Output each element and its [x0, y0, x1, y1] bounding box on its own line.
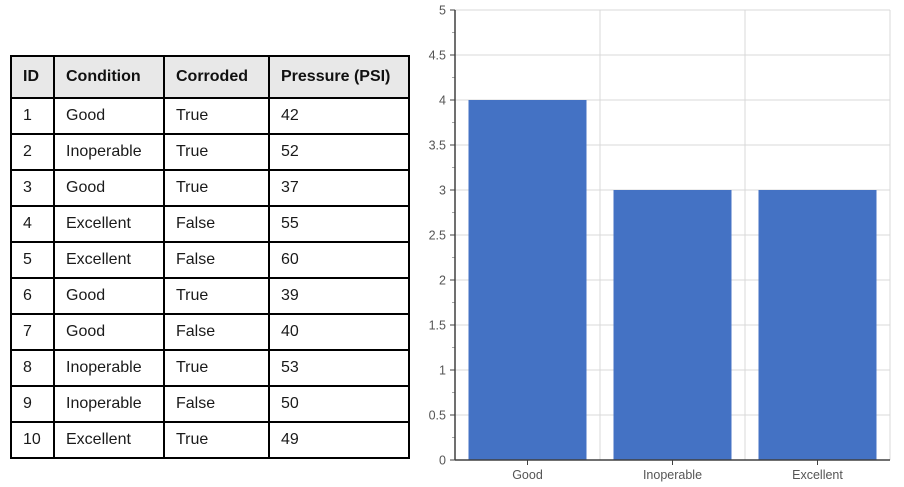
table-cell: 53	[268, 349, 410, 387]
table-row: 1 Good True 42	[10, 97, 410, 135]
pipe-data-table: ID Condition Corroded Pressure (PSI) 1 Good T…	[10, 55, 410, 459]
table-cell: 7	[10, 313, 55, 351]
y-axis-tick-label: 1.5	[429, 319, 446, 333]
table-row: 3 Good True 37	[10, 169, 410, 207]
table-cell: Excellent	[53, 421, 165, 459]
y-axis-tick-label: 2	[439, 274, 446, 288]
bar-inoperable	[613, 190, 732, 460]
table-header-row: ID Condition Corroded Pressure (PSI)	[10, 55, 410, 99]
column-header: ID	[10, 55, 55, 99]
table-cell: 37	[268, 169, 410, 207]
table-cell: 9	[10, 385, 55, 423]
column-header: Condition	[53, 55, 165, 99]
table-row: 8 Inoperable True 53	[10, 349, 410, 387]
table-cell: 1	[10, 97, 55, 135]
y-axis-tick-label: 2.5	[429, 229, 446, 243]
table-row: 5 Excellent False 60	[10, 241, 410, 279]
table-cell: False	[163, 205, 270, 243]
x-axis-tick-label: Inoperable	[643, 468, 702, 482]
table-cell: True	[163, 133, 270, 171]
bar-excellent	[758, 190, 877, 460]
table-cell: 6	[10, 277, 55, 315]
table-cell: Excellent	[53, 205, 165, 243]
table-cell: Excellent	[53, 241, 165, 279]
table-cell: Good	[53, 169, 165, 207]
y-axis-tick-label: 0	[439, 454, 446, 468]
table-cell: True	[163, 421, 270, 459]
bar-chart-svg: 5 4.5 4 3.5 3 2.5 2 1.5 1 0.5 0 Good Inoperable Excel…	[429, 4, 891, 482]
table-cell: True	[163, 349, 270, 387]
y-axis-tick-label: 0.5	[429, 409, 446, 423]
table-cell: Inoperable	[53, 133, 165, 171]
table-cell: 39	[268, 277, 410, 315]
table-cell: True	[163, 97, 270, 135]
condition-count-bar-chart: 5 4.5 4 3.5 3 2.5 2 1.5 1 0.5 0 Good Inoperable Excel…	[420, 0, 904, 487]
y-axis-tick-label: 3.5	[429, 139, 446, 153]
table-cell: False	[163, 313, 270, 351]
table-cell: 52	[268, 133, 410, 171]
table-cell: 4	[10, 205, 55, 243]
table-cell: False	[163, 241, 270, 279]
table-cell: True	[163, 277, 270, 315]
table-cell: 3	[10, 169, 55, 207]
table-cell: 2	[10, 133, 55, 171]
table-cell: 50	[268, 385, 410, 423]
bar-good	[468, 100, 587, 460]
y-axis-tick-label: 5	[439, 4, 446, 18]
table-cell: 40	[268, 313, 410, 351]
table-cell: True	[163, 169, 270, 207]
table-row: 7 Good False 40	[10, 313, 410, 351]
column-header: Corroded	[163, 55, 270, 99]
table-cell: 10	[10, 421, 55, 459]
table-cell: 8	[10, 349, 55, 387]
table-cell: 42	[268, 97, 410, 135]
table-row: 10 Excellent True 49	[10, 421, 410, 459]
x-axis-tick-label: Good	[512, 468, 543, 482]
table-cell: Inoperable	[53, 349, 165, 387]
table-cell: False	[163, 385, 270, 423]
table-cell: Good	[53, 313, 165, 351]
x-axis-tick-label: Excellent	[792, 468, 843, 482]
table-cell: 55	[268, 205, 410, 243]
table-cell: 60	[268, 241, 410, 279]
table-cell: Inoperable	[53, 385, 165, 423]
table-cell: Good	[53, 277, 165, 315]
table-row: 2 Inoperable True 52	[10, 133, 410, 171]
y-axis-tick-label: 4.5	[429, 49, 446, 63]
table-cell: 5	[10, 241, 55, 279]
y-axis-tick-label: 3	[439, 184, 446, 198]
table-cell: 49	[268, 421, 410, 459]
y-axis-tick-label: 1	[439, 364, 446, 378]
table-row: 4 Excellent False 55	[10, 205, 410, 243]
table-row: 9 Inoperable False 50	[10, 385, 410, 423]
table-row: 6 Good True 39	[10, 277, 410, 315]
column-header: Pressure (PSI)	[268, 55, 410, 99]
table-cell: Good	[53, 97, 165, 135]
y-axis-tick-label: 4	[439, 94, 446, 108]
